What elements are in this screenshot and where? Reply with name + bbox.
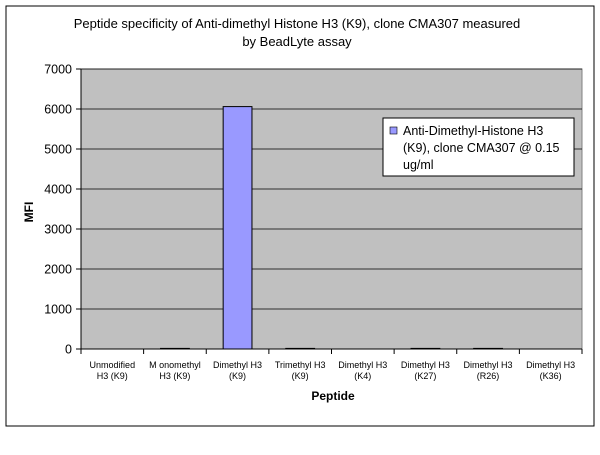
x-tick-label: H3 (K9): [97, 371, 128, 381]
legend: Anti-Dimethyl-Histone H3 (K9), clone CMA…: [382, 117, 575, 177]
x-tick-label: (K27): [414, 371, 436, 381]
y-tick-label: 6000: [44, 103, 72, 117]
y-tick-label: 1000: [44, 303, 72, 317]
x-axis-title: Peptide: [311, 389, 355, 403]
x-tick-label: Dimethyl H3: [338, 360, 387, 370]
legend-label-line-2: (K9), clone CMA307 @ 0.15: [403, 141, 560, 155]
x-tick-label: (K9): [229, 371, 246, 381]
y-axis-title: MFI: [22, 202, 36, 223]
y-tick-label: 7000: [44, 63, 72, 77]
x-tick-label: Dimethyl H3: [526, 360, 575, 370]
chart-title-line-2: by BeadLyte assay: [242, 34, 352, 49]
legend-box: [382, 117, 575, 177]
legend-label-line-3: ug/ml: [403, 158, 434, 172]
chart-title-line-1: Peptide specificity of Anti-dimethyl His…: [74, 16, 521, 31]
x-tick-label: Trimethyl H3: [275, 360, 326, 370]
x-tick-label: Dimethyl H3: [464, 360, 513, 370]
y-tick-label: 3000: [44, 223, 72, 237]
gridlines: [81, 68, 582, 310]
legend-label-line-1: Anti-Dimethyl-Histone H3: [403, 124, 543, 138]
x-tick-label: Dimethyl H3: [401, 360, 450, 370]
x-tick-label: Unmodified: [90, 360, 136, 370]
bar: [222, 106, 253, 350]
x-tick-label: (K4): [354, 371, 371, 381]
y-tick-label: 2000: [44, 263, 72, 277]
x-tick-label: (K36): [540, 371, 562, 381]
y-tick-label: 0: [65, 343, 72, 357]
y-tick-label: 5000: [44, 143, 72, 157]
y-axis: 0 1000 2000 3000 4000 5000 6000 7000: [44, 63, 82, 357]
x-tick-label: (R26): [477, 371, 500, 381]
x-tick-label: M onomethyl: [149, 360, 201, 370]
x-tick-label: H3 (K9): [159, 371, 190, 381]
y-tick-label: 4000: [44, 183, 72, 197]
x-tick-label: (K9): [292, 371, 309, 381]
x-tick-label: Dimethyl H3: [213, 360, 262, 370]
plot-area: [80, 68, 583, 350]
legend-swatch: [389, 126, 398, 135]
